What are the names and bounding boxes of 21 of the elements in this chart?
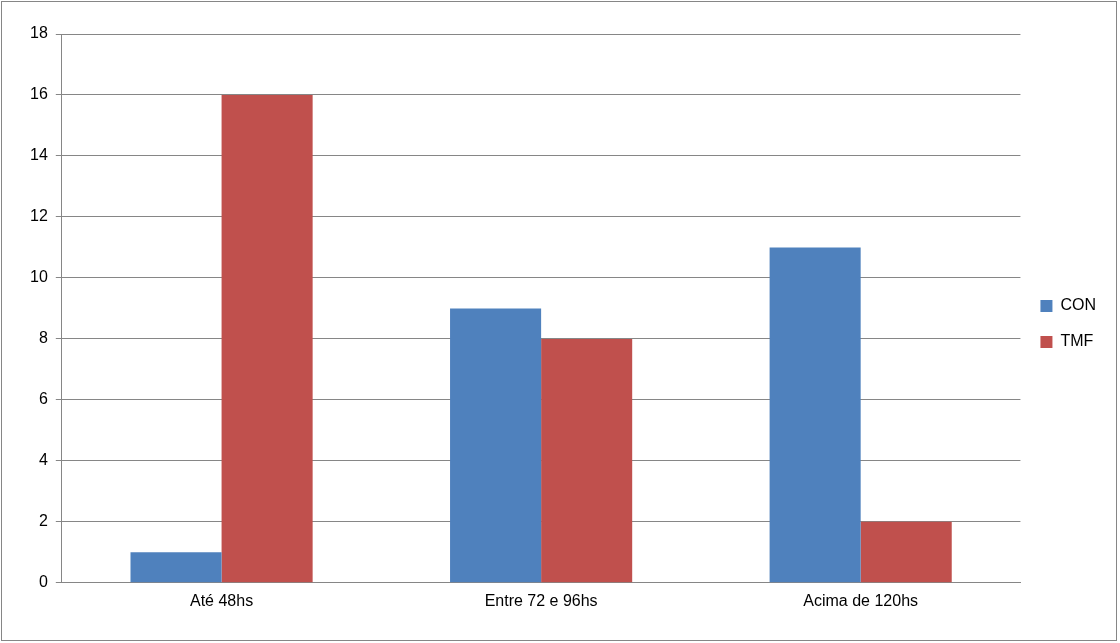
y-tick-label: 0 [38,573,48,591]
bar [130,552,222,583]
x-tick-label: Acima de 120hs [803,591,919,609]
y-tick-label: 4 [38,451,48,469]
bar [860,521,952,583]
legend-label: TMF [1060,332,1094,350]
bar [769,247,861,583]
y-tick-label: 10 [30,268,48,286]
y-tick-label: 6 [38,390,48,408]
y-tick-label: 18 [30,24,48,42]
x-tick-label: Até 48hs [189,591,254,609]
legend-label: CON [1060,296,1097,314]
bar [221,94,313,583]
bar [541,338,633,583]
y-tick-label: 12 [30,207,48,225]
y-tick-label: 16 [30,85,48,103]
y-tick-label: 14 [30,146,48,164]
bar [450,308,542,583]
y-tick-label: 2 [38,512,48,530]
x-tick-label: Entre 72 e 96hs [484,591,598,609]
y-tick-label: 8 [38,329,48,347]
